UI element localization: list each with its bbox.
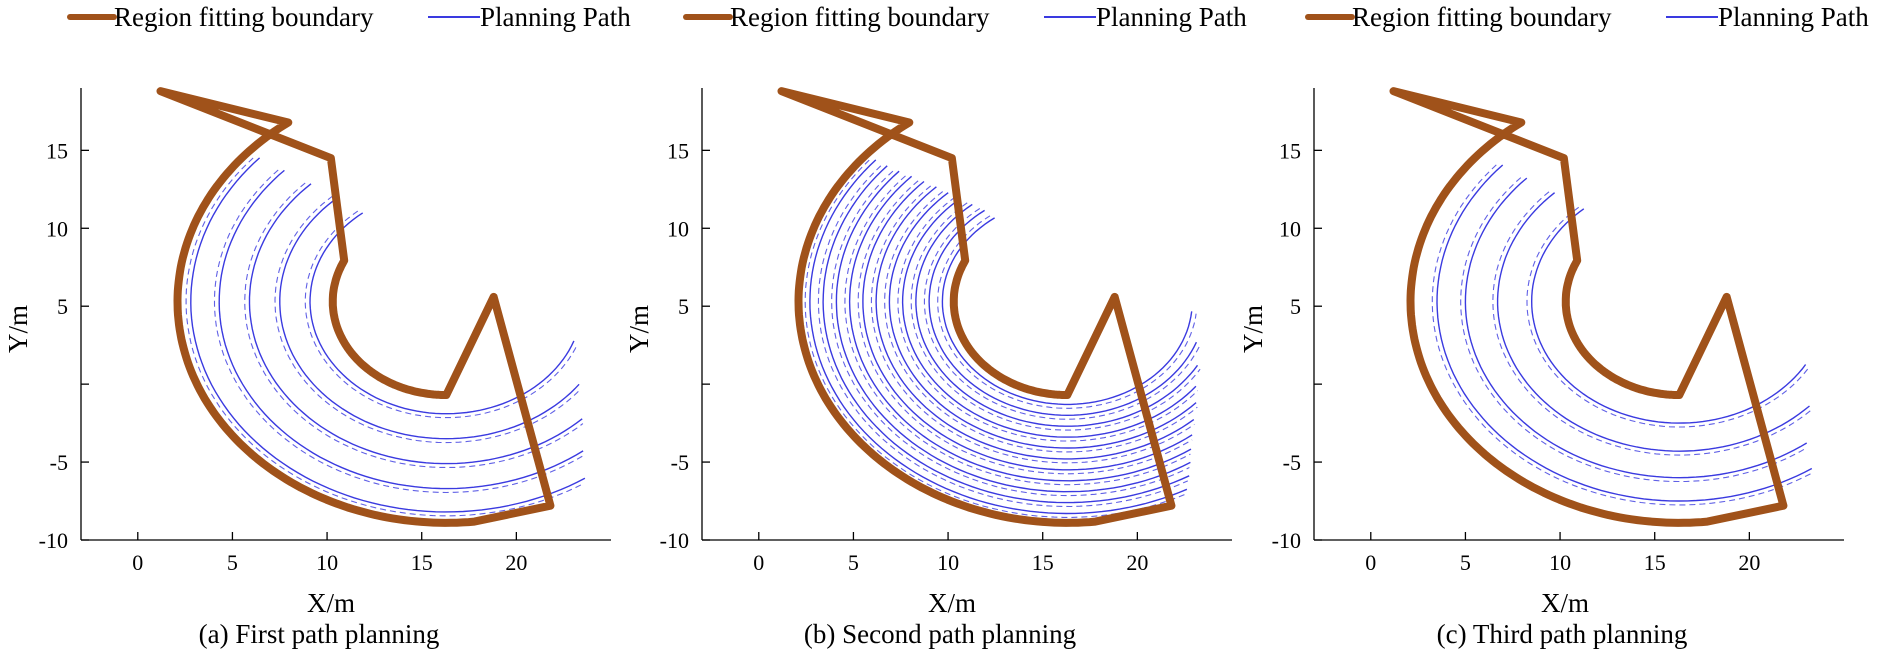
planning-path <box>1496 192 1810 452</box>
planning-path-dashed <box>857 180 1193 475</box>
planning-path-dashed <box>1460 177 1807 483</box>
planning-path <box>809 159 1188 515</box>
planning-path <box>218 169 584 490</box>
planning-path <box>822 165 1190 504</box>
y-tick-label: 15 <box>667 138 689 163</box>
y-tick-label: 5 <box>678 294 689 319</box>
planning-path <box>915 203 1199 427</box>
x-tick-label: 20 <box>1126 550 1148 575</box>
x-tick-label: 5 <box>1460 550 1471 575</box>
planning-path <box>248 183 583 465</box>
legend-group-1: Region fitting boundary Planning Path <box>67 2 631 32</box>
y-tick-label: 10 <box>1279 216 1301 241</box>
x-tick-label: 20 <box>1738 550 1760 575</box>
planning-path <box>190 157 586 513</box>
x-tick-label: 20 <box>505 550 527 575</box>
panel-caption: (a) First path planning <box>199 619 440 649</box>
planning-path <box>928 209 1198 417</box>
planning-path-dashed <box>244 182 584 469</box>
x-axis-label: X/m <box>928 588 976 618</box>
region-boundary <box>1389 87 1788 527</box>
x-tick-label: 15 <box>1032 550 1054 575</box>
y-tick-label: 5 <box>1290 294 1301 319</box>
panel-a: (a) First path planning X/m Y/m 0 5 10 15 20… <box>3 87 611 649</box>
planning-path <box>901 197 1197 438</box>
y-axis-label: Y/m <box>3 305 33 353</box>
y-axis-label: Y/m <box>624 305 654 353</box>
y-tick-label: -10 <box>39 528 68 553</box>
x-tick-label: 10 <box>937 550 959 575</box>
planning-path-dashed <box>274 195 582 444</box>
planning-path-dashed <box>870 185 1195 464</box>
panel-c: (c) Third path planning X/m Y/m 0 5 10 15 20… <box>1238 87 1844 649</box>
x-tick-label: 10 <box>1549 550 1571 575</box>
x-axis-label: X/m <box>1541 588 1589 618</box>
planning-path <box>1464 177 1808 479</box>
legend-group-3: Region fitting boundary Planning Path <box>1305 2 1869 32</box>
planning-path <box>848 175 1192 482</box>
legend-path-label: Planning Path <box>480 2 631 32</box>
planning-path-dashed <box>897 196 1199 442</box>
planning-path-dashed <box>817 165 1189 508</box>
x-tick-label: 15 <box>411 550 433 575</box>
planning-path-dashed <box>1526 206 1809 428</box>
legend-path-label: Planning Path <box>1718 2 1869 32</box>
planning-path-dashed <box>910 202 1201 431</box>
region-boundary <box>777 87 1176 527</box>
y-axis-label: Y/m <box>1238 305 1268 353</box>
x-tick-label: 0 <box>132 550 143 575</box>
planning-path-dashed <box>804 159 1186 518</box>
planning-path <box>1530 208 1807 424</box>
y-tick-label: 15 <box>46 138 68 163</box>
planning-path <box>862 180 1193 471</box>
legend-boundary-label: Region fitting boundary <box>114 2 374 32</box>
x-tick-label: 15 <box>1644 550 1666 575</box>
planning-path <box>279 196 580 440</box>
planning-path <box>1436 164 1813 502</box>
planning-path <box>309 212 575 415</box>
x-axis-label: X/m <box>307 588 355 618</box>
planning-path-dashed <box>304 210 578 419</box>
legend-group-2: Region fitting boundary Planning Path <box>683 2 1247 32</box>
planning-path-dashed <box>831 170 1190 497</box>
planning-path <box>875 186 1195 460</box>
planning-path-dashed <box>937 215 1197 409</box>
x-tick-label: 0 <box>1365 550 1376 575</box>
planning-path <box>835 170 1191 493</box>
y-tick-label: -5 <box>671 450 689 475</box>
y-tick-label: 10 <box>46 216 68 241</box>
y-tick-label: -5 <box>1283 450 1301 475</box>
panel-caption: (c) Third path planning <box>1437 619 1688 649</box>
y-tick-label: 10 <box>667 216 689 241</box>
planning-path-dashed <box>185 157 584 517</box>
region-boundary <box>156 87 555 527</box>
x-tick-label: 0 <box>753 550 764 575</box>
y-tick-label: -10 <box>660 528 689 553</box>
x-tick-label: 5 <box>227 550 238 575</box>
x-tick-label: 5 <box>848 550 859 575</box>
y-tick-label: -10 <box>1272 528 1301 553</box>
planning-path-dashed <box>1492 191 1811 456</box>
y-tick-label: -5 <box>50 450 68 475</box>
planning-path-dashed <box>1431 164 1812 506</box>
y-tick-label: 5 <box>57 294 68 319</box>
planning-path-dashed <box>213 169 583 494</box>
planning-path-dashed <box>884 191 1198 453</box>
planning-path <box>941 217 1193 406</box>
planning-path <box>888 192 1197 449</box>
x-tick-label: 10 <box>316 550 338 575</box>
panel-caption: (b) Second path planning <box>804 619 1076 649</box>
legend-boundary-label: Region fitting boundary <box>1352 2 1612 32</box>
legend-boundary-label: Region fitting boundary <box>730 2 990 32</box>
y-tick-label: 15 <box>1279 138 1301 163</box>
legend-path-label: Planning Path <box>1096 2 1247 32</box>
panel-b: (b) Second path planning X/m Y/m 0 5 10 15 2… <box>624 87 1232 649</box>
planning-path-dashed <box>844 175 1191 486</box>
